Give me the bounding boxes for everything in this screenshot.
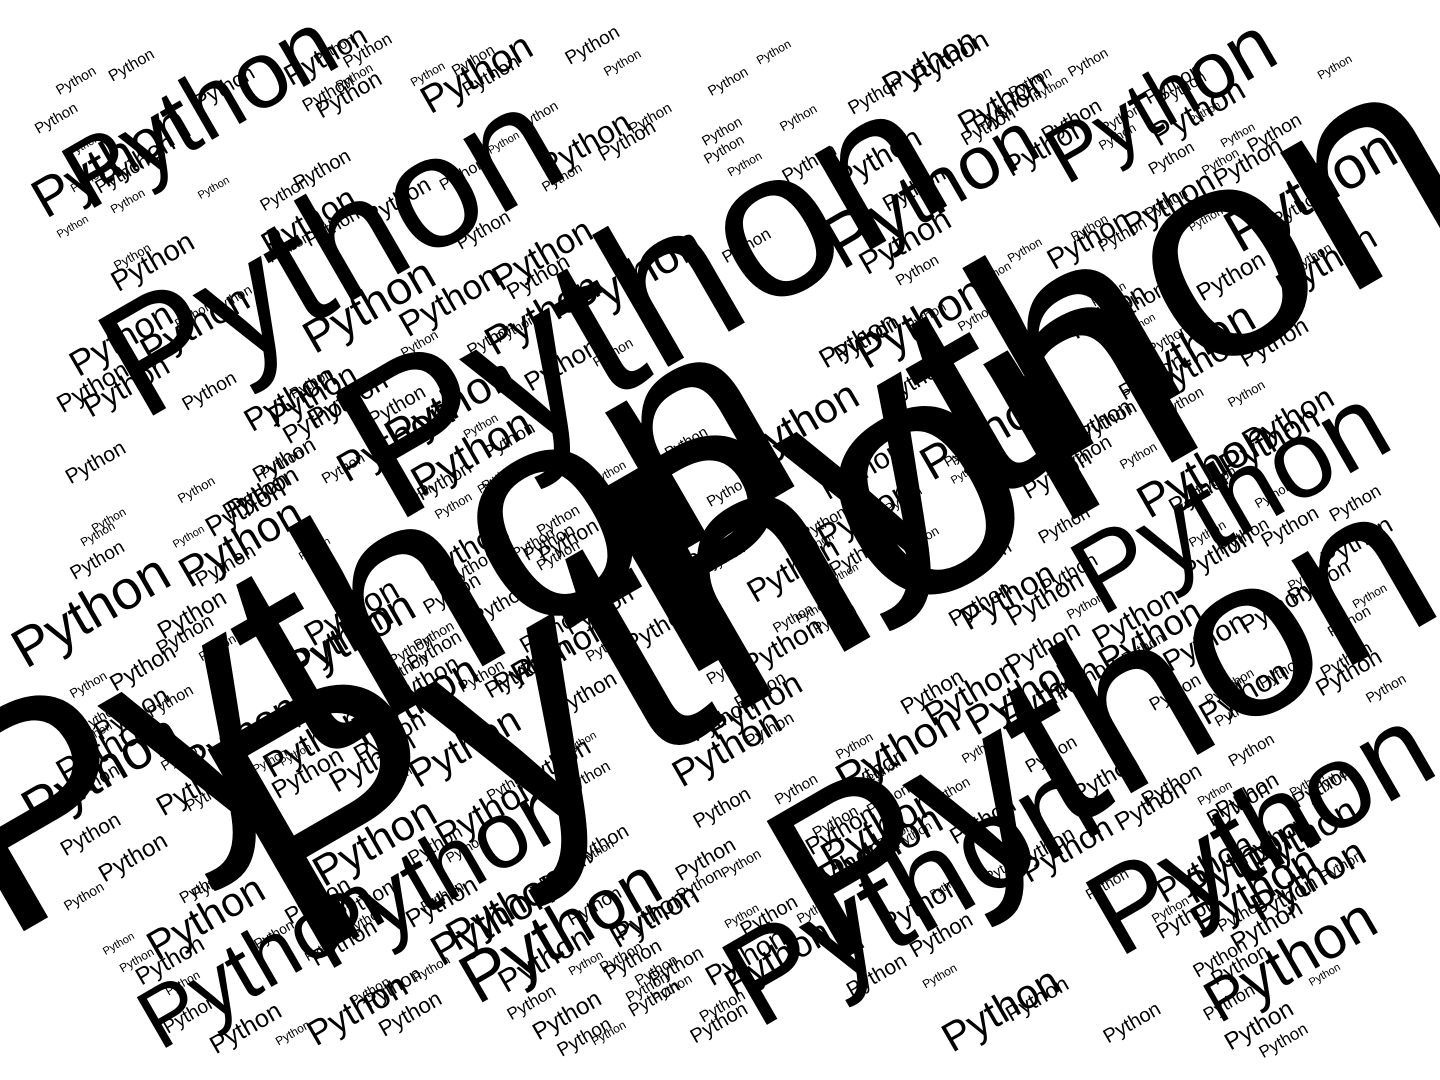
word-cloud-word: Python	[196, 173, 232, 202]
word-cloud-word: Python	[174, 472, 218, 506]
word-cloud-word: Python	[704, 63, 751, 99]
word-cloud-word: Python	[600, 45, 644, 79]
word-cloud-word: Python	[1099, 997, 1165, 1049]
word-cloud-word: Python	[753, 36, 793, 68]
word-cloud-word: Python	[52, 62, 99, 98]
word-cloud-word: Python	[61, 435, 130, 489]
word-cloud-word: Python	[875, 20, 983, 104]
word-cloud-word: Python	[1064, 44, 1111, 80]
